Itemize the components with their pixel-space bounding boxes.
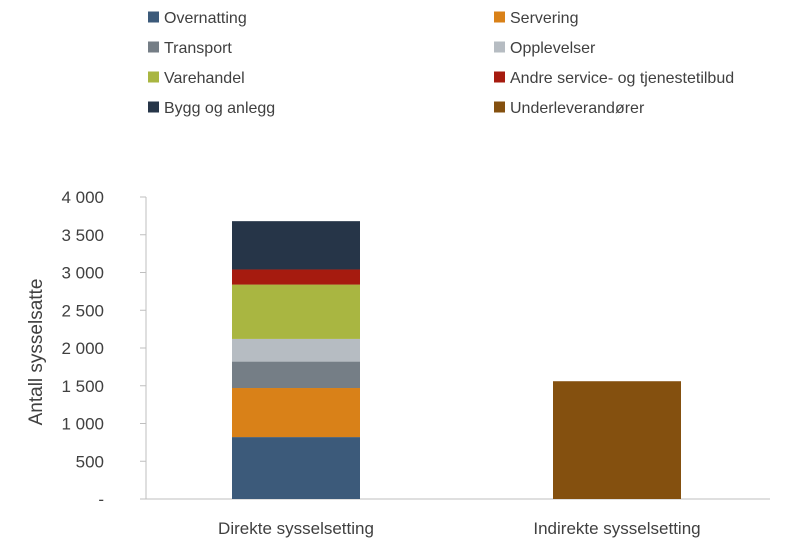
bar-segment-opplevelser <box>232 338 360 362</box>
bar-segment-transport <box>232 361 360 389</box>
legend-swatch <box>494 41 505 53</box>
plot-area: - 500 1 000 1 500 2 000 2 500 3 000 3 500 4 000 D… <box>61 188 770 538</box>
legend-swatch <box>148 71 159 83</box>
legend-swatch <box>148 41 159 53</box>
legend-swatch <box>148 11 159 23</box>
y-tick-label: 500 <box>76 452 104 471</box>
x-category-label: Direkte sysselsetting <box>218 519 374 538</box>
y-tick-label: 3 000 <box>61 264 104 283</box>
y-tick-label: 1 000 <box>61 415 104 434</box>
legend-swatch <box>494 101 505 113</box>
legend-label: Servering <box>510 10 578 27</box>
bar-segment-servering <box>232 388 360 438</box>
bar-segment-bygg-og-anlegg <box>232 221 360 270</box>
y-tick-label: - <box>98 490 104 509</box>
y-tick-label: 2 500 <box>61 301 104 320</box>
y-tick-label: 2 000 <box>61 339 104 358</box>
y-tick-label: 4 000 <box>61 188 104 207</box>
legend-label: Andre service- og tjenestetilbud <box>510 70 734 87</box>
x-category-label: Indirekte sysselsetting <box>533 519 700 538</box>
legend-label: Opplevelser <box>510 40 596 57</box>
y-tick-label: 1 500 <box>61 377 104 396</box>
legend-swatch <box>494 11 505 23</box>
bar-segment-overnatting <box>232 437 360 499</box>
legend: Overnatting Servering Transport Opplevelser… <box>148 10 734 117</box>
legend-label: Underleverandører <box>510 100 645 117</box>
legend-swatch <box>494 71 505 83</box>
bar-segment-varehandel <box>232 284 360 339</box>
legend-label: Varehandel <box>164 70 245 87</box>
y-axis-title: Antall sysselsatte <box>26 279 47 426</box>
y-tick-label: 3 500 <box>61 226 104 245</box>
legend-label: Overnatting <box>164 10 247 27</box>
legend-label: Transport <box>164 40 232 57</box>
bar-segment-andre-service-og-tjenestetilbud <box>232 269 360 285</box>
legend-swatch <box>148 101 159 113</box>
bar-segment-underleverandører <box>553 381 681 499</box>
legend-label: Bygg og anlegg <box>164 100 275 117</box>
